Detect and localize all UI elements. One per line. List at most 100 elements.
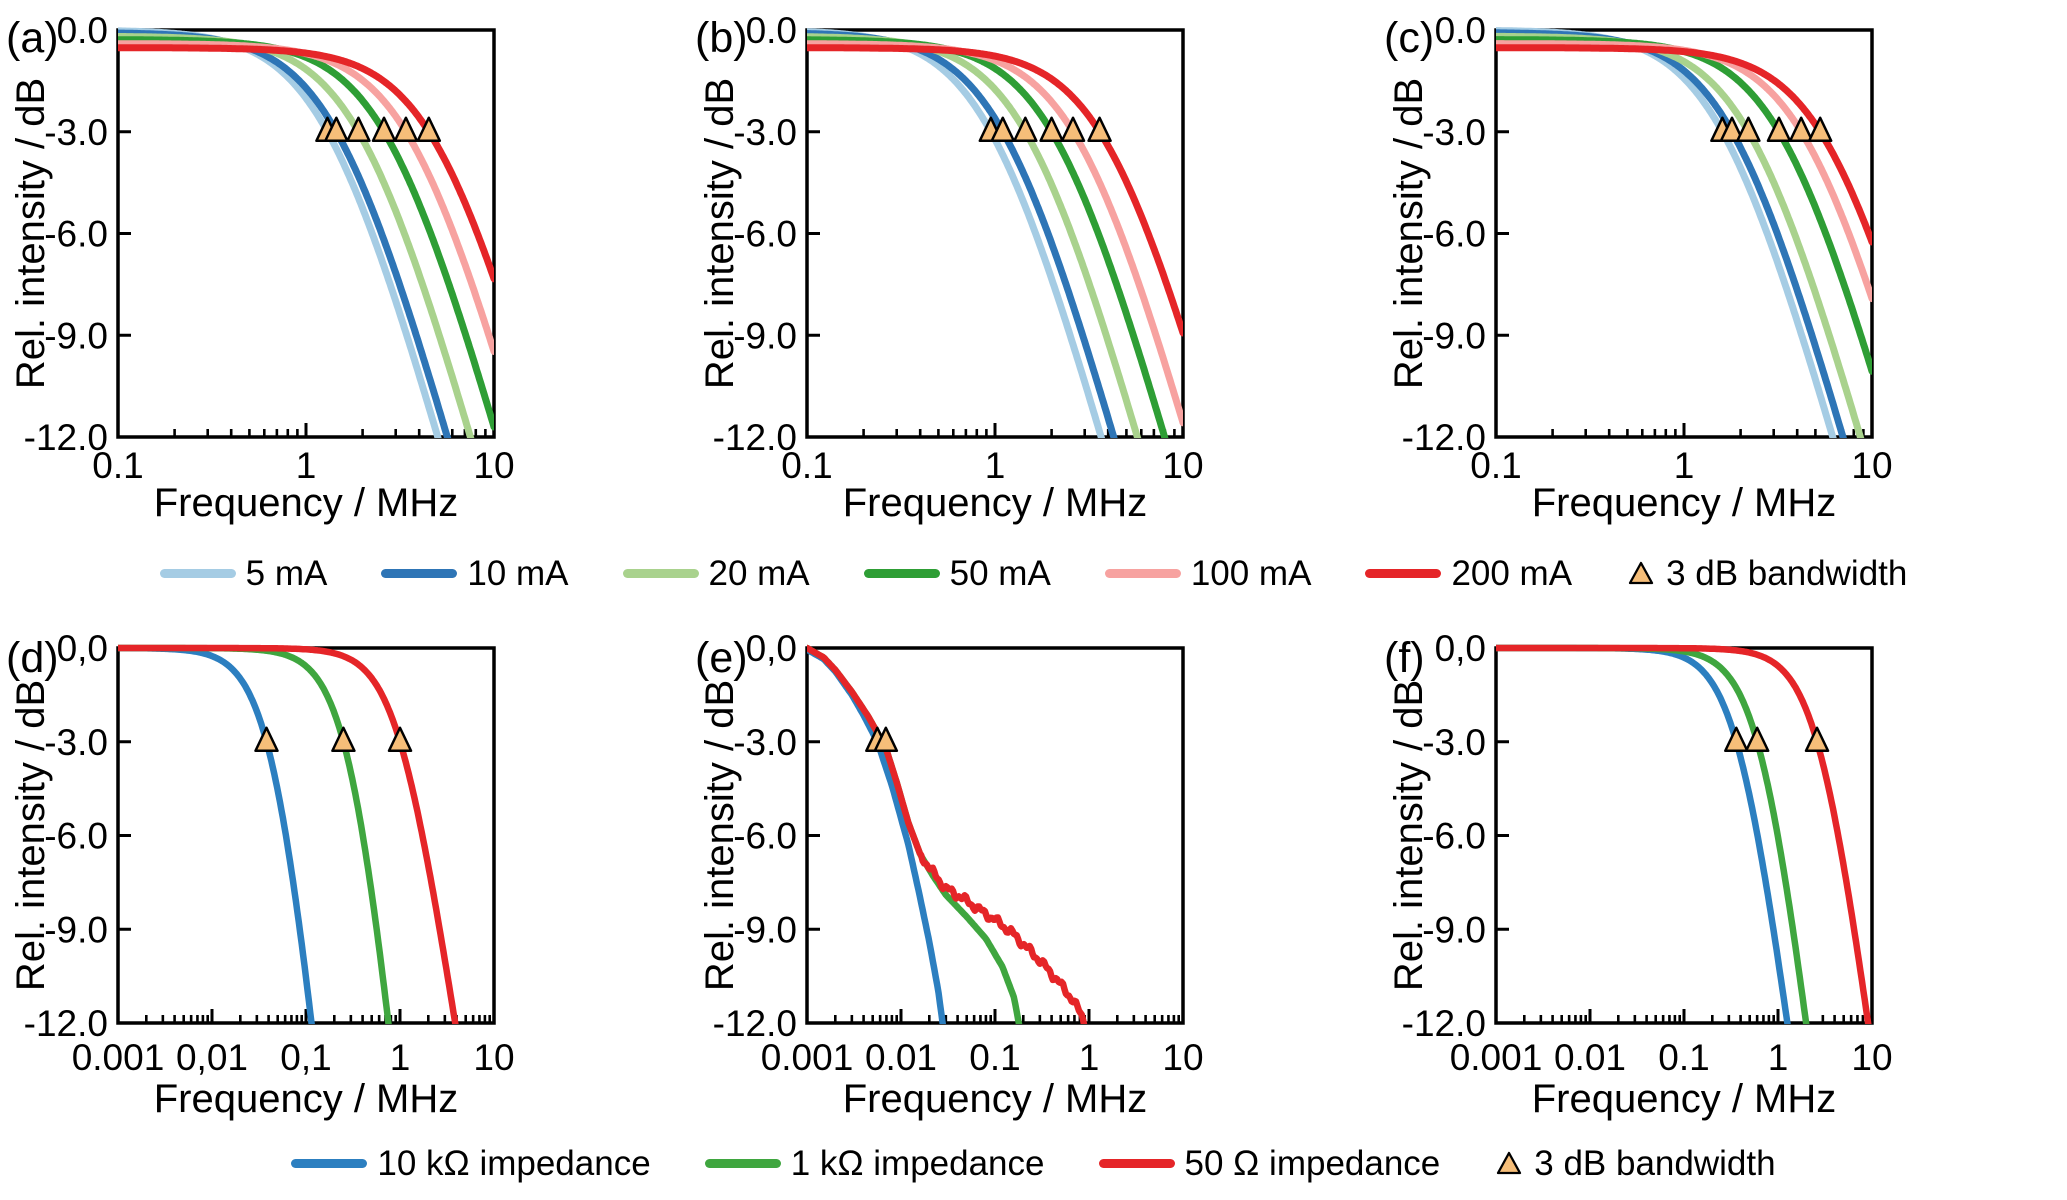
y-tick-label: -6.0 [1422, 214, 1486, 255]
x-axis-title: Frequency / MHz [154, 481, 459, 525]
curves-group [1496, 644, 1872, 1024]
x-tick-label: 1 [1674, 445, 1695, 486]
plot-frame [805, 28, 1185, 439]
y-tick-label: -3.0 [44, 112, 108, 153]
bandwidth-marker [1039, 116, 1064, 142]
curve-50-mA [1496, 36, 1872, 375]
panel-c-chart: (c) Rel. intensity / dB 0.1 1 10 0.0 -3.0 -6.0 -… [1384, 10, 1893, 525]
y-tick-label: -6.0 [44, 214, 108, 255]
legend-item-50-mA: 50 mA [863, 556, 1051, 591]
bandwidth-marker [1788, 116, 1814, 142]
bandwidth-marker [393, 116, 419, 142]
y-tick-label: -9.0 [733, 315, 797, 356]
axis-ticks [805, 740, 1185, 1023]
curve-20-mA [807, 33, 1142, 438]
bandwidth-marker [1807, 116, 1833, 142]
y-tick-label: -12.0 [713, 417, 797, 458]
y-tick-label: -12.0 [24, 417, 108, 458]
panel-f: (f) Rel. intensity / dB 0.001 0.01 0.1 1 10 0,0… [1378, 620, 2067, 1160]
x-tick-label: 0,01 [176, 1037, 248, 1078]
axis-ticks [1494, 740, 1874, 1023]
y-axis-title: Rel. intensity / dB [1387, 680, 1431, 991]
curve-10-kΩ-impedance [807, 646, 947, 1024]
curves-group [1496, 27, 1872, 438]
y-tick-label: -12.0 [1402, 417, 1486, 458]
curve-50-mA [118, 36, 494, 431]
legend-label: 10 mA [467, 553, 569, 593]
panel-letter: (f) [1384, 634, 1425, 682]
panel-d-chart: (d)Rel. intensity / dB 0.001 0,01 0,1 1 10 0,0… [6, 628, 515, 1121]
y-tick-label: -9.0 [733, 909, 797, 950]
x-tick-label: 1 [1768, 1037, 1789, 1078]
triangle-marker-shape [1628, 561, 1654, 585]
bandwidth-marker [1719, 116, 1745, 142]
x-tick-label: 10 [473, 445, 514, 486]
panel-e-chart: (e)Rel. intensity / dB 0.001 0.01 0.1 1 10 0,0… [695, 628, 1204, 1121]
x-tick-label: 1 [390, 1037, 411, 1078]
legend-line-swatch [1098, 1158, 1175, 1168]
legend-label: 20 mA [708, 553, 810, 593]
legend-item-20-mA: 20 mA [622, 553, 810, 593]
panel-b-chart: (b) Rel. intensity / dB 0.1 1 10 0.0 -3.0 -6.0 -… [695, 10, 1204, 525]
y-tick-label: 0.0 [746, 10, 797, 51]
bandwidth-marker [254, 726, 279, 752]
legend-label: 3 dB bandwidth [1534, 1143, 1776, 1183]
triangle-marker-icon [1497, 1151, 1522, 1175]
y-tick-label: -3.0 [1422, 722, 1486, 763]
bandwidth-marker [371, 116, 397, 142]
x-tick-label: 0.001 [1450, 1037, 1543, 1078]
x-tick-label: 0.1 [92, 445, 143, 486]
panel-d: (d) Rel. intensity / dB 0.001 0,01 0,1 1 10 0,0… [0, 620, 689, 1160]
bandwidth-marker [873, 726, 899, 752]
panel-c: (c) Rel. intensity / dB 0.1 1 10 0.0 -3.0 -6.0 -… [1378, 0, 2067, 540]
x-tick-label: 0,1 [280, 1037, 331, 1078]
legend-label: 100 mA [1190, 553, 1312, 593]
panel-f-chart: (f)Rel. intensity / dB 0.001 0.01 0.1 1 10 0,0… [1384, 628, 1893, 1121]
y-tick-label: 0,0 [1435, 628, 1486, 669]
bandwidth-marker [990, 116, 1016, 142]
y-axis-title: Rel. intensity / dB [1387, 78, 1431, 389]
x-tick-label: 0.1 [969, 1037, 1020, 1078]
x-tick-label: 0.001 [72, 1037, 165, 1078]
bandwidth-marker [346, 116, 371, 142]
curve-100-mA [807, 40, 1183, 427]
curves-group [118, 27, 494, 438]
legend-label: 3 dB bandwidth [1666, 553, 1908, 593]
plot-frame [1494, 646, 1874, 1025]
x-tick-label: 1 [296, 445, 317, 486]
legend-item-200-mA: 200 mA [1365, 556, 1572, 591]
curve-200-mA [1496, 44, 1872, 246]
y-tick-label: -9.0 [1422, 315, 1486, 356]
legend-item-10-mA: 10 mA [381, 553, 569, 593]
legend-currents: 5 mA 10 mA 20 mA 50 mA 100 mA 200 mA 3 dB band… [0, 550, 2067, 596]
x-axis-title: Frequency / MHz [843, 1077, 1148, 1121]
x-tick-label: 10 [1162, 1037, 1203, 1078]
triangle-marker-icon [1628, 561, 1654, 585]
legend-line-swatch [704, 1158, 781, 1168]
curve-1-kΩ-impedance [1496, 644, 1810, 1024]
y-tick-label: -12.0 [1402, 1003, 1486, 1044]
curves-group [807, 644, 1088, 1024]
y-tick-label: -6.0 [1422, 816, 1486, 857]
x-tick-label: 10 [1851, 1037, 1892, 1078]
curves-group [118, 644, 459, 1024]
legend-item-50-Ω-impedance: 50 Ω impedance [1098, 1146, 1440, 1181]
legend-item-3-dB-bandwidth: 3 dB bandwidth [1494, 1143, 1776, 1183]
panel-letter: (d) [6, 634, 59, 682]
legend-item-3-dB-bandwidth: 3 dB bandwidth [1626, 556, 1907, 591]
panel-b: (b) Rel. intensity / dB 0.1 1 10 0.0 -3.0 -6.0 -… [689, 0, 1378, 540]
panel-a-chart: (a) Rel. intensity / dB 0.1 1 10 0.0 -3.0 -6.0 -… [6, 10, 515, 525]
x-tick-label: 0.01 [865, 1037, 937, 1078]
bandwidth-marker [1744, 726, 1770, 752]
curve-1-kΩ-impedance [807, 644, 1023, 1024]
bandwidth-marker [1060, 116, 1086, 142]
x-tick-label: 0.1 [781, 445, 832, 486]
y-axis-title: Rel. intensity / dB [9, 680, 53, 991]
y-tick-label: -6.0 [733, 816, 797, 857]
bandwidth-marker [324, 116, 349, 142]
bandwidth-marker [1087, 116, 1112, 142]
y-axis-title: Rel. intensity / dB [9, 78, 53, 389]
legend-line-swatch [381, 568, 458, 578]
y-tick-label: 0.0 [57, 10, 108, 51]
